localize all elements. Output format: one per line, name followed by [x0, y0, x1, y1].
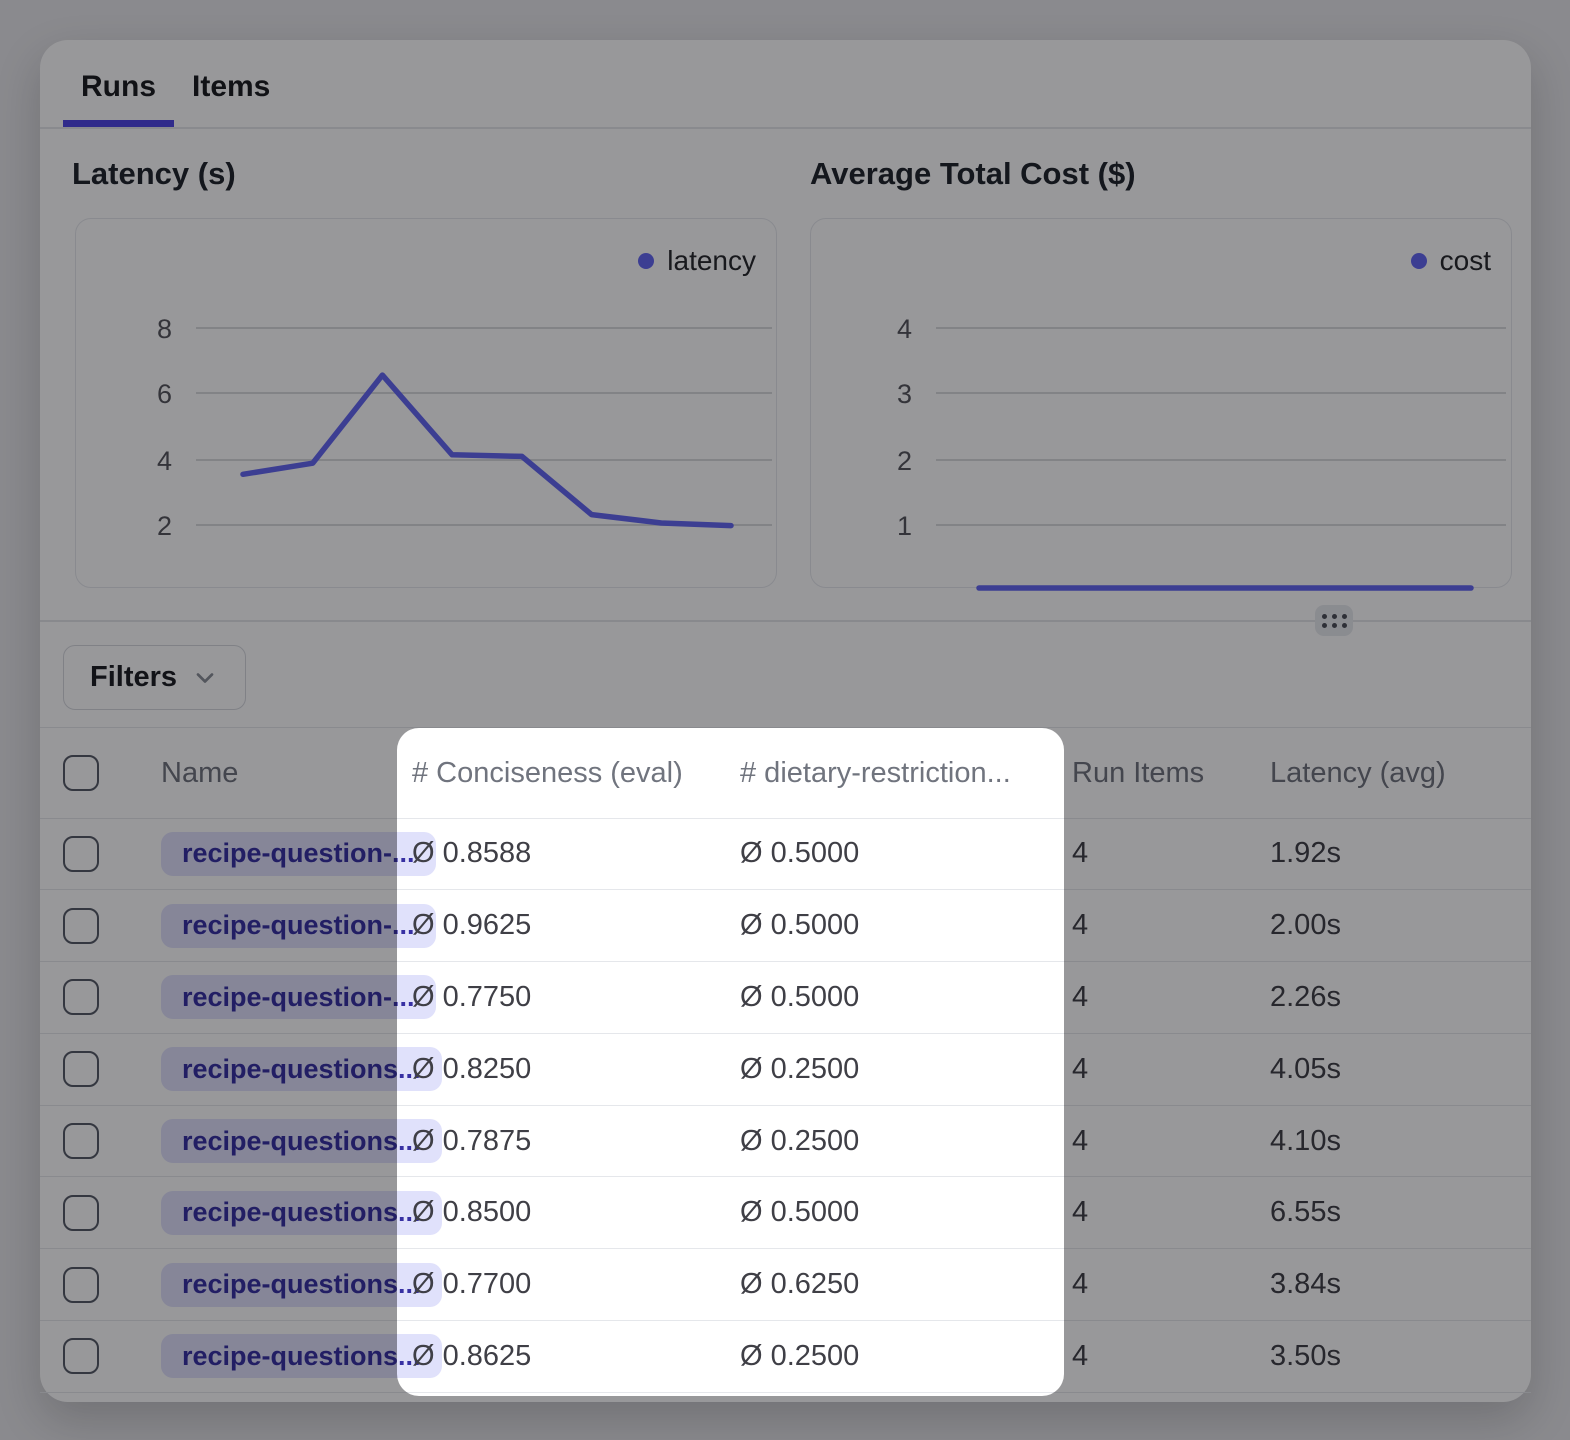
tab-items[interactable]: Items: [192, 70, 271, 103]
cost-legend-dot-icon: [1410, 253, 1427, 269]
conciseness-value: Ø 0.8625: [412, 1339, 532, 1372]
row-checkbox[interactable]: [63, 1338, 99, 1375]
latency-value: 2.26s: [1270, 980, 1341, 1013]
latency-value: 1.92s: [1270, 837, 1341, 870]
svg-text:4: 4: [157, 446, 172, 476]
cost-chart: 4 3 2 1: [897, 314, 1506, 591]
latency-legend-dot-icon: [638, 253, 655, 269]
conciseness-value: Ø 0.7750: [412, 980, 532, 1013]
tab-runs[interactable]: Runs: [63, 70, 174, 127]
column-header-dietary[interactable]: # dietary-restriction...: [740, 756, 1011, 789]
run-name-badge[interactable]: recipe-questions...: [161, 1119, 442, 1164]
conciseness-value: Ø 0.9625: [412, 909, 532, 942]
conciseness-value: Ø 0.8500: [412, 1196, 532, 1229]
latency-legend: latency: [638, 245, 756, 277]
row-checkbox[interactable]: [63, 907, 99, 944]
conciseness-value: Ø 0.8588: [412, 837, 532, 870]
svg-text:1: 1: [897, 511, 912, 541]
run-name-badge[interactable]: recipe-question-...: [161, 975, 436, 1020]
latency-value: 3.50s: [1270, 1339, 1341, 1372]
run-name-badge[interactable]: recipe-questions...: [161, 1334, 442, 1379]
table-row: recipe-questions... Ø 0.7700 Ø 0.6250 4 …: [40, 1249, 1531, 1322]
svg-text:4: 4: [897, 314, 912, 344]
run-name-badge[interactable]: recipe-questions...: [161, 1047, 442, 1092]
app-card: Runs Items Latency (s) Average Total Cos…: [40, 40, 1531, 1402]
row-checkbox[interactable]: [63, 1266, 99, 1303]
svg-text:6: 6: [157, 379, 172, 409]
filters-button-label: Filters: [90, 661, 178, 693]
column-header-conciseness[interactable]: # Conciseness (eval): [412, 756, 683, 789]
tab-bar-divider: [40, 127, 1531, 129]
cost-legend-label: cost: [1439, 245, 1491, 276]
svg-text:3: 3: [897, 379, 912, 409]
column-header-latency[interactable]: Latency (avg): [1270, 756, 1446, 789]
latency-value: 2.00s: [1270, 909, 1341, 942]
row-checkbox[interactable]: [63, 1051, 99, 1088]
latency-value: 4.05s: [1270, 1052, 1341, 1085]
conciseness-value: Ø 0.7875: [412, 1124, 532, 1157]
latency-legend-label: latency: [667, 245, 756, 276]
row-checkbox[interactable]: [63, 1194, 99, 1231]
column-header-run-items[interactable]: Run Items: [1072, 756, 1205, 789]
resize-drag-handle[interactable]: [1315, 605, 1353, 636]
conciseness-value: Ø 0.7700: [412, 1268, 532, 1301]
run-items-value: 4: [1072, 1339, 1089, 1372]
conciseness-value: Ø 0.8250: [412, 1052, 532, 1085]
table-row: recipe-question-... Ø 0.9625 Ø 0.5000 4 …: [40, 890, 1531, 963]
latency-value: 3.84s: [1270, 1268, 1341, 1301]
run-items-value: 4: [1072, 1196, 1089, 1229]
table-row: recipe-question-... Ø 0.8588 Ø 0.5000 4 …: [40, 819, 1531, 891]
row-checkbox[interactable]: [63, 835, 99, 872]
filters-button[interactable]: Filters: [63, 645, 247, 710]
dietary-value: Ø 0.5000: [740, 980, 860, 1013]
table-row: recipe-questions... Ø 0.8250 Ø 0.2500 4 …: [40, 1034, 1531, 1106]
dietary-value: Ø 0.5000: [740, 837, 860, 870]
run-items-value: 4: [1072, 837, 1089, 870]
row-checkbox[interactable]: [63, 979, 99, 1016]
cost-chart-title: Average Total Cost ($): [810, 156, 1136, 191]
chevron-down-icon: [196, 672, 214, 683]
column-header-name[interactable]: Name: [161, 756, 239, 789]
run-name-badge[interactable]: recipe-questions...: [161, 1190, 442, 1235]
latency-value: 6.55s: [1270, 1196, 1341, 1229]
table-row: recipe-questions... Ø 0.7875 Ø 0.2500 4 …: [40, 1106, 1531, 1178]
table-body: recipe-question-... Ø 0.8588 Ø 0.5000 4 …: [40, 819, 1531, 1393]
run-items-value: 4: [1072, 909, 1089, 942]
table-header: Name # Conciseness (eval) # dietary-rest…: [40, 727, 1531, 819]
cost-chart-panel: 4 3 2 1 cost: [810, 218, 1512, 591]
drag-handle-icon: [1321, 613, 1347, 628]
run-items-value: 4: [1072, 1124, 1089, 1157]
run-items-value: 4: [1072, 1268, 1089, 1301]
run-name-badge[interactable]: recipe-question-...: [161, 903, 436, 948]
run-items-value: 4: [1072, 1052, 1089, 1085]
latency-chart: 8 6 4 2: [157, 314, 772, 541]
row-checkbox[interactable]: [63, 1123, 99, 1160]
latency-value: 4.10s: [1270, 1124, 1341, 1157]
dietary-value: Ø 0.2500: [740, 1339, 860, 1372]
tab-bar: Runs Items: [63, 70, 288, 127]
run-items-value: 4: [1072, 980, 1089, 1013]
section-divider: [40, 620, 1531, 622]
dietary-value: Ø 0.2500: [740, 1052, 860, 1085]
dietary-value: Ø 0.5000: [740, 909, 860, 942]
table-row: recipe-question-... Ø 0.7750 Ø 0.5000 4 …: [40, 962, 1531, 1034]
dietary-value: Ø 0.5000: [740, 1196, 860, 1229]
svg-text:8: 8: [157, 314, 172, 344]
dietary-value: Ø 0.6250: [740, 1268, 860, 1301]
table-row: recipe-questions... Ø 0.8625 Ø 0.2500 4 …: [40, 1321, 1531, 1393]
run-name-badge[interactable]: recipe-question-...: [161, 831, 436, 876]
latency-chart-panel: 8 6 4 2 latency: [75, 218, 777, 588]
svg-text:2: 2: [157, 511, 172, 541]
latency-chart-title: Latency (s): [72, 156, 236, 191]
cost-legend: cost: [1410, 245, 1491, 277]
svg-text:2: 2: [897, 446, 912, 476]
select-all-checkbox[interactable]: [63, 755, 99, 791]
dietary-value: Ø 0.2500: [740, 1124, 860, 1157]
table-row: recipe-questions... Ø 0.8500 Ø 0.5000 4 …: [40, 1177, 1531, 1250]
run-name-badge[interactable]: recipe-questions...: [161, 1262, 442, 1307]
